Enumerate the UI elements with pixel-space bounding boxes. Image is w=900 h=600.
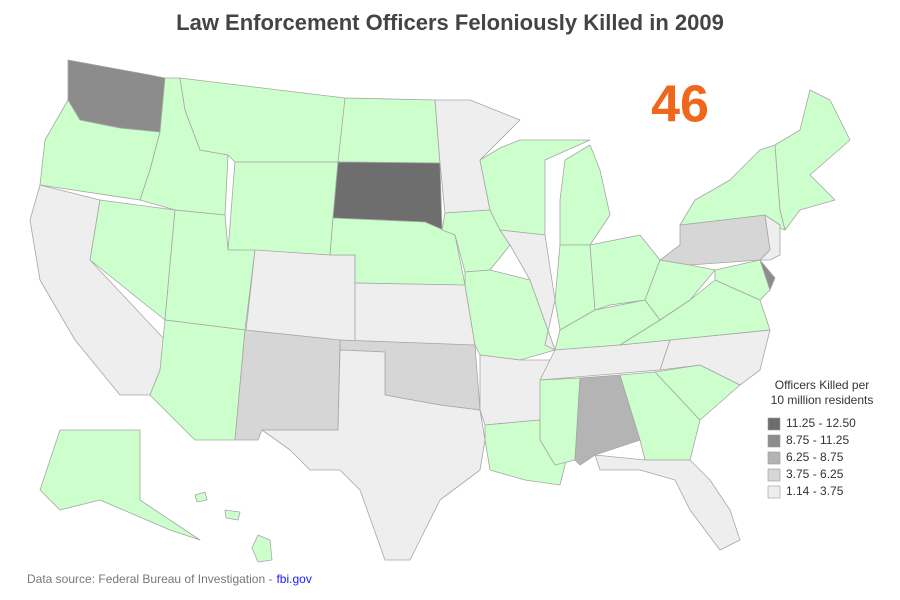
legend-swatch <box>767 451 781 465</box>
state <box>39 429 201 541</box>
state <box>227 161 339 256</box>
state <box>714 259 771 301</box>
source-link[interactable]: fbi.gov <box>276 572 312 586</box>
legend-label: 6.25 - 8.75 <box>786 450 844 464</box>
state <box>539 377 581 466</box>
source: Data source: Federal Bureau of Investiga… <box>27 572 312 586</box>
state <box>224 509 241 521</box>
legend-title: Officers Killed per <box>775 378 869 392</box>
legend-label: 11.25 - 12.50 <box>786 416 856 430</box>
state <box>479 354 551 426</box>
state <box>234 329 341 441</box>
total-count: 46 <box>651 76 709 134</box>
state <box>479 139 591 236</box>
state <box>559 144 611 246</box>
legend-swatch <box>767 417 781 431</box>
states <box>29 59 851 563</box>
state <box>354 282 476 346</box>
title: Law Enforcement Officers Feloniously Kil… <box>176 10 724 35</box>
state <box>337 97 441 164</box>
state <box>659 214 771 266</box>
state <box>149 319 246 441</box>
legend-swatch <box>767 485 781 499</box>
legend-title: 10 million residents <box>771 393 874 407</box>
state <box>759 214 781 261</box>
legend-swatch <box>767 468 781 482</box>
state <box>499 229 556 351</box>
state <box>194 491 208 503</box>
legend-label: 3.75 - 6.25 <box>786 467 844 481</box>
legend-label: 1.14 - 3.75 <box>786 484 844 498</box>
state <box>594 454 741 551</box>
state <box>261 349 486 561</box>
legend-label: 8.75 - 11.25 <box>786 433 849 447</box>
state <box>179 77 346 163</box>
state <box>759 259 776 291</box>
state <box>774 89 851 231</box>
state <box>244 249 356 346</box>
legend-swatch <box>767 434 781 448</box>
source-text: Data source: Federal Bureau of Investiga… <box>27 572 273 586</box>
state <box>679 144 786 231</box>
state <box>251 534 273 563</box>
